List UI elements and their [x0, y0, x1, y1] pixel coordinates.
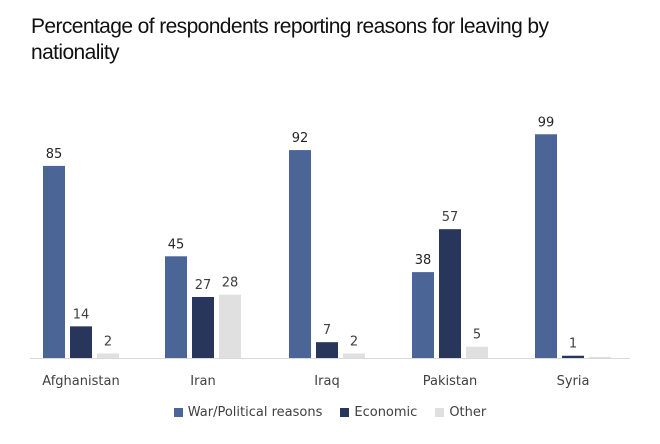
bar-syria-other — [589, 357, 611, 358]
bar-iran-other — [219, 294, 241, 358]
bar-afghanistan-other — [97, 353, 119, 358]
bar-afghanistan-war-political-reasons — [43, 165, 65, 358]
bar-pakistan-economic — [439, 229, 461, 358]
data-label: 7 — [323, 323, 331, 338]
data-label: 85 — [46, 147, 63, 162]
data-label: 92 — [292, 131, 309, 146]
legend-item: Economic — [340, 405, 417, 420]
bar-iran-war-political-reasons — [165, 256, 187, 358]
legend-label: Other — [449, 405, 487, 420]
data-label: 57 — [442, 210, 459, 225]
data-label: 28 — [222, 276, 239, 291]
bar-pakistan-war-political-reasons — [412, 272, 434, 358]
legend-label: War/Political reasons — [187, 405, 323, 420]
legend-item: War/Political reasons — [173, 405, 323, 420]
data-label: 38 — [415, 253, 432, 268]
category-label: Syria — [557, 374, 590, 389]
category-label: Afghanistan — [42, 374, 119, 389]
chart-title: Percentage of respondents reporting reas… — [31, 15, 549, 64]
legend-item: Other — [435, 405, 486, 420]
bar-afghanistan-economic — [70, 326, 92, 358]
bar-iraq-other — [343, 353, 365, 358]
data-label: 27 — [195, 278, 212, 293]
legend-swatch — [340, 408, 350, 417]
bar-syria-economic — [562, 355, 584, 358]
category-label: Iran — [190, 374, 215, 389]
bar-iraq-war-political-reasons — [289, 150, 311, 358]
data-label: 5 — [473, 328, 481, 343]
category-label: Iraq — [314, 374, 339, 389]
data-label: 1 — [569, 337, 577, 352]
data-label: 99 — [538, 115, 555, 130]
data-label: 14 — [73, 307, 90, 322]
bar-iran-economic — [192, 296, 214, 358]
legend: War/Political reasons Economic Other — [0, 405, 660, 420]
category-label: Pakistan — [423, 374, 477, 389]
data-label: 2 — [104, 334, 112, 349]
legend-label: Economic — [354, 405, 418, 420]
legend-swatch — [435, 408, 445, 417]
bar-pakistan-other — [466, 346, 488, 358]
legend-swatch — [173, 408, 183, 417]
data-label: 45 — [168, 237, 185, 252]
data-label: 2 — [350, 334, 358, 349]
bar-iraq-economic — [316, 342, 338, 358]
bar-syria-war-political-reasons — [535, 134, 557, 358]
